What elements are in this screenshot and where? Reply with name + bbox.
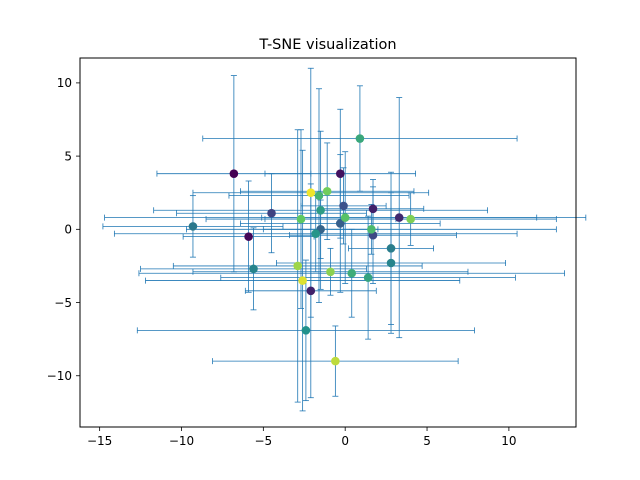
data-point-23 — [340, 213, 350, 222]
y-tick-label: 5 — [64, 149, 72, 163]
data-point-1 — [244, 232, 253, 241]
data-point-31 — [306, 188, 316, 198]
chart-title: T-SNE visualization — [258, 37, 396, 53]
data-point-16 — [311, 229, 321, 239]
plot-frame — [79, 57, 577, 428]
data-point-21 — [314, 191, 324, 200]
data-point-3 — [368, 204, 378, 214]
data-point-9 — [335, 219, 345, 228]
y-tick-label: −5 — [54, 296, 72, 310]
data-point-29 — [331, 356, 340, 366]
data-point-18 — [363, 273, 373, 282]
data-point-19 — [355, 134, 365, 143]
data-point-28 — [293, 261, 303, 271]
x-tick-label: −15 — [87, 434, 112, 448]
x-tick-label: −10 — [169, 434, 194, 448]
y-axis: −10 −5 0 5 10 — [47, 76, 80, 383]
data-point-30 — [298, 276, 307, 285]
y-tick-label: 0 — [64, 223, 72, 237]
data-point-8 — [339, 201, 348, 211]
data-point-15 — [301, 326, 311, 335]
data-point-0 — [229, 169, 239, 178]
data-point-22 — [367, 225, 376, 234]
x-tick-label: 10 — [501, 434, 516, 448]
data-point-27 — [326, 267, 335, 277]
y-tick-label: 10 — [57, 76, 72, 90]
data-point-20 — [347, 268, 357, 278]
data-point-11 — [188, 222, 198, 231]
x-axis: −15 −10 −5 0 5 10 — [87, 427, 517, 448]
x-tick-label: 5 — [423, 434, 431, 448]
data-point-12 — [386, 244, 396, 253]
x-tick-label: −5 — [254, 434, 272, 448]
data-point-14 — [249, 264, 258, 274]
y-tick-label: −10 — [47, 369, 72, 383]
data-point-2 — [335, 169, 345, 178]
data-point-17 — [316, 205, 325, 215]
data-point-6 — [267, 208, 276, 218]
data-point-13 — [386, 258, 396, 268]
marker-layer — [188, 134, 415, 366]
data-point-25 — [322, 186, 332, 196]
data-point-4 — [306, 286, 316, 296]
data-point-24 — [296, 214, 306, 224]
x-tick-label: 0 — [341, 434, 349, 448]
data-point-26 — [406, 214, 415, 224]
data-point-5 — [394, 213, 404, 222]
